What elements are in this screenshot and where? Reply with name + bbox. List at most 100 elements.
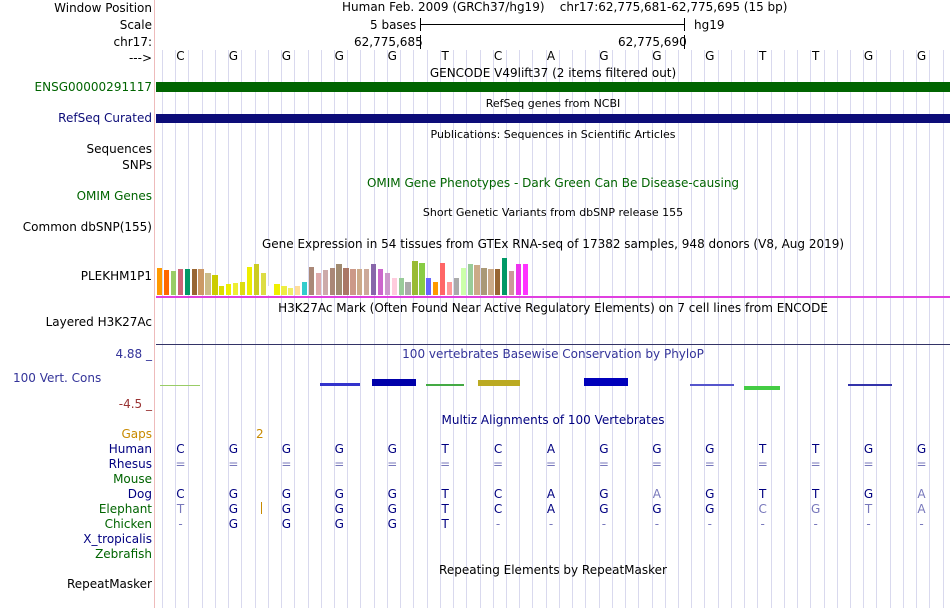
grid-line <box>493 50 494 608</box>
species-label[interactable]: Zebrafish <box>95 547 152 561</box>
multiz-title[interactable]: Multiz Alignments of 100 Vertebrates <box>441 413 665 427</box>
alignment-base: A <box>652 487 661 501</box>
phylop-signal[interactable] <box>156 370 950 400</box>
species-label[interactable]: Rhesus <box>108 457 152 471</box>
species-label[interactable]: X_tropicalis <box>83 532 152 546</box>
repeatmasker-title[interactable]: Repeating Elements by RepeatMasker <box>439 563 667 577</box>
gtex-tissue-bar[interactable] <box>343 268 349 295</box>
gtex-tissue-bar[interactable] <box>163 270 170 295</box>
gtex-tissue-bar[interactable] <box>212 275 218 295</box>
gtex-tissue-bar[interactable] <box>295 286 301 295</box>
alignment-base: G <box>916 442 927 456</box>
gtex-title[interactable]: Gene Expression in 54 tissues from GTEx … <box>261 237 845 251</box>
gtex-tissue-bar[interactable] <box>495 269 501 295</box>
omim-title[interactable]: OMIM Gene Phenotypes - Dark Green Can Be… <box>366 176 740 190</box>
gtex-tissue-bar[interactable] <box>439 263 446 295</box>
gtex-tissue-bar[interactable] <box>467 264 473 295</box>
gaps-label[interactable]: Gaps <box>121 427 152 441</box>
h3k27ac-label[interactable]: Layered H3K27Ac <box>45 315 152 329</box>
gtex-tissue-bar[interactable] <box>460 268 466 295</box>
snps-label[interactable]: SNPs <box>122 158 152 172</box>
sequences-label[interactable]: Sequences <box>86 142 152 156</box>
gtex-tissue-bar[interactable] <box>239 282 246 295</box>
gtex-tissue-bar[interactable] <box>301 282 308 295</box>
base-letter: G <box>599 49 609 63</box>
gencode-label[interactable]: ENSG00000291117 <box>34 80 152 94</box>
gtex-tissue-bar[interactable] <box>322 270 328 295</box>
gtex-tissue-bar[interactable] <box>177 269 184 295</box>
grid-line <box>308 50 309 608</box>
gtex-tissue-bar[interactable] <box>384 273 391 295</box>
repeatmasker-label[interactable]: RepeatMasker <box>66 577 152 591</box>
gtex-tissue-bar[interactable] <box>405 282 411 295</box>
h3k27ac-title[interactable]: H3K27Ac Mark (Often Found Near Active Re… <box>278 301 828 315</box>
gtex-tissue-bar[interactable] <box>226 284 232 295</box>
phylop-segment <box>690 384 734 386</box>
gtex-tissue-bar[interactable] <box>474 265 480 295</box>
gtex-tissue-bar[interactable] <box>357 269 363 295</box>
gtex-tissue-bar[interactable] <box>198 269 204 295</box>
species-label[interactable]: Chicken <box>104 517 152 531</box>
gtex-tissue-bar[interactable] <box>232 283 239 295</box>
phylop-label[interactable]: 100 Vert. Cons <box>13 371 102 385</box>
refseq-title[interactable]: RefSeq genes from NCBI <box>485 97 621 110</box>
gtex-tissue-bar[interactable] <box>377 269 384 295</box>
alignment-base: G <box>228 502 239 516</box>
gtex-tissue-bar[interactable] <box>502 258 508 295</box>
gtex-tissue-bar[interactable] <box>205 273 211 295</box>
gtex-tissue-bar[interactable] <box>350 269 356 295</box>
gtex-tissue-bar[interactable] <box>184 269 190 295</box>
gtex-tissue-bar[interactable] <box>446 282 453 295</box>
gtex-tissue-bar[interactable] <box>329 268 335 295</box>
gtex-tissue-bar[interactable] <box>170 271 177 295</box>
gtex-tissue-bar[interactable] <box>370 264 377 295</box>
gtex-tissue-bar[interactable] <box>308 267 315 295</box>
phylop-title[interactable]: 100 vertebrates Basewise Conservation by… <box>402 347 704 361</box>
dbsnp-label[interactable]: Common dbSNP(155) <box>22 220 152 234</box>
alignment-base: = <box>334 457 345 471</box>
gtex-tissue-bar[interactable] <box>481 268 487 295</box>
gtex-tissue-bar[interactable] <box>426 278 432 295</box>
gtex-tissue-bar[interactable] <box>508 271 515 295</box>
grid-line <box>863 50 864 608</box>
species-label[interactable]: Elephant <box>98 502 152 516</box>
omim-label[interactable]: OMIM Genes <box>76 189 152 203</box>
gtex-tissue-bar[interactable] <box>336 264 342 295</box>
gtex-tissue-bar[interactable] <box>274 284 280 295</box>
gtex-tissue-bar[interactable] <box>433 282 439 295</box>
gtex-tissue-bar[interactable] <box>488 269 494 295</box>
gtex-tissue-bar[interactable] <box>219 286 225 295</box>
gtex-tissue-bar[interactable] <box>267 286 273 295</box>
publications-title[interactable]: Publications: Sequences in Scientific Ar… <box>430 128 676 141</box>
gtex-tissue-bar[interactable] <box>281 286 287 295</box>
dbsnp-title[interactable]: Short Genetic Variants from dbSNP releas… <box>422 206 684 219</box>
gtex-tissue-bar[interactable] <box>391 278 397 295</box>
gtex-tissue-bar[interactable] <box>191 269 197 295</box>
refseq-feature[interactable] <box>156 114 950 123</box>
gencode-feature[interactable] <box>156 82 950 92</box>
gtex-tissue-bar[interactable] <box>288 288 294 295</box>
species-label[interactable]: Mouse <box>113 472 152 486</box>
gtex-tissue-bar[interactable] <box>515 264 522 295</box>
gtex-tissue-bar[interactable] <box>522 264 529 295</box>
base-letter: G <box>705 49 715 63</box>
gtex-tissue-bar[interactable] <box>419 263 425 295</box>
gtex-tissue-bar[interactable] <box>157 268 163 295</box>
gtex-barchart[interactable] <box>156 252 556 295</box>
gtex-label[interactable]: PLEKHM1P1 <box>80 269 152 283</box>
species-label[interactable]: Dog <box>127 487 152 501</box>
refseq-label[interactable]: RefSeq Curated <box>58 111 152 125</box>
window-position[interactable]: chr17:62,775,681-62,775,695 (15 bp) <box>559 0 788 14</box>
gtex-tissue-bar[interactable] <box>398 278 404 295</box>
gtex-tissue-bar[interactable] <box>412 261 418 295</box>
h3k27ac-baseline <box>156 344 950 345</box>
gtex-tissue-bar[interactable] <box>253 264 259 295</box>
gtex-tissue-bar[interactable] <box>315 273 322 295</box>
gtex-tissue-bar[interactable] <box>453 278 460 295</box>
gtex-tissue-bar[interactable] <box>246 267 253 295</box>
gtex-tissue-bar[interactable] <box>364 269 370 295</box>
gtex-tissue-bar[interactable] <box>260 273 266 295</box>
species-label[interactable]: Human <box>108 442 152 456</box>
grid-line <box>453 50 454 608</box>
gencode-title[interactable]: GENCODE V49lift37 (2 items filtered out) <box>429 66 677 80</box>
